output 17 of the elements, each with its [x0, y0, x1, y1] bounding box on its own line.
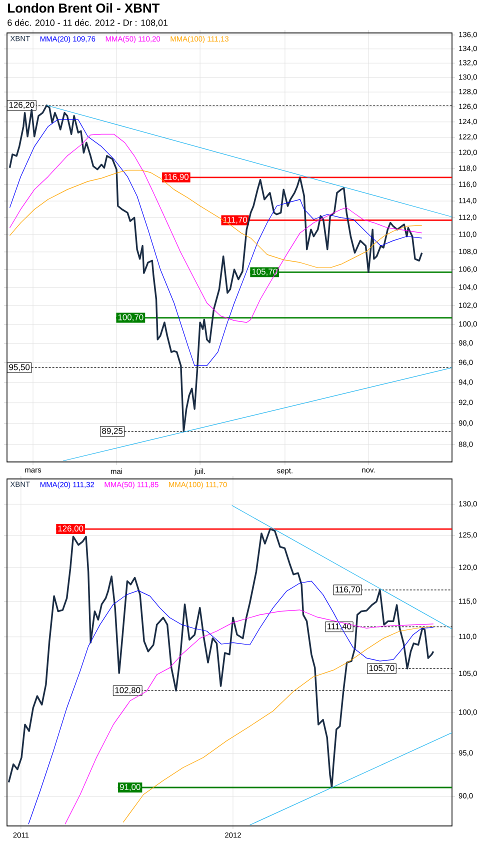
ref-line-label: 111,70: [223, 216, 248, 224]
chart-subtitle: 6 déc. 2010 - 11 déc. 2012 - Dr : 108,01: [8, 19, 168, 27]
ref-line-label: 95,50: [9, 364, 30, 372]
ref-line-label: 100,70: [118, 314, 144, 322]
ref-line-label: 102,80: [115, 687, 140, 694]
ref-line-label: 126,00: [58, 526, 84, 533]
line-series: [28, 580, 434, 824]
line-series: [64, 610, 434, 824]
ref-line-label: 91,00: [120, 784, 140, 791]
ref-line-label: 89,25: [102, 428, 123, 435]
ref-line-label: 126,20: [9, 102, 34, 109]
line-series: [9, 134, 422, 323]
ref-line-label: 116,90: [164, 174, 188, 181]
line-series: [9, 170, 422, 268]
chart-title: London Brent Oil - XBNT: [8, 3, 160, 13]
ref-line-label: 105,70: [369, 665, 394, 672]
ref-line-label: 116,70: [336, 586, 360, 594]
